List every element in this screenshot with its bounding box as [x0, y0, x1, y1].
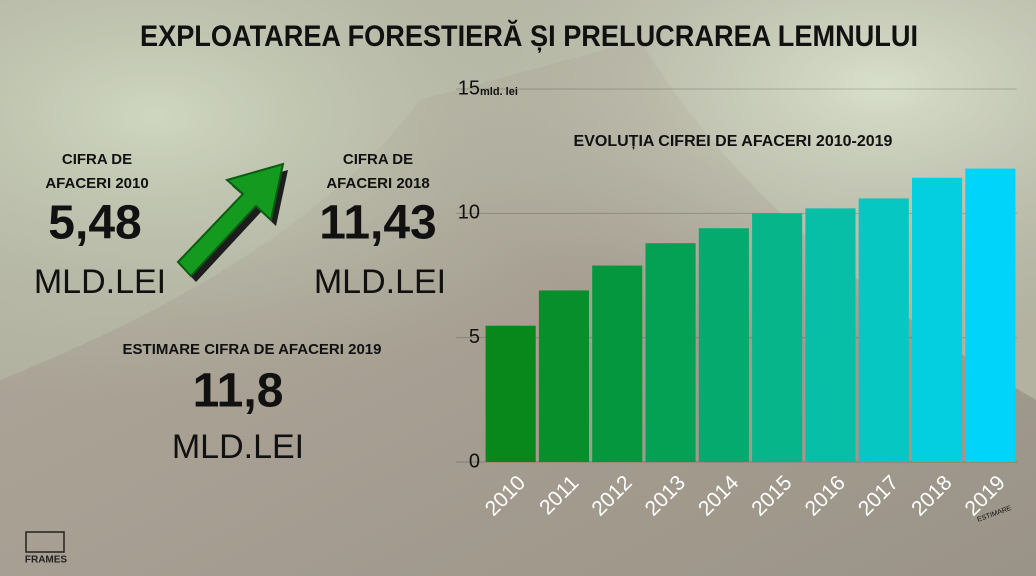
logo: FRAMES	[25, 555, 68, 566]
stat-label: CIFRA DE	[343, 151, 413, 168]
stat-unit: MLD.LEI	[314, 263, 446, 301]
arrow	[176, 162, 285, 278]
bar	[965, 168, 1016, 462]
stat-label: AFACERI 2010	[45, 175, 148, 192]
stat-label: CIFRA DE	[62, 151, 132, 168]
y-tick-label: 10	[458, 202, 480, 224]
stat-value: 5,48	[48, 197, 141, 250]
bar	[698, 228, 749, 462]
page-title: EXPLOATAREA FORESTIERĂ ȘI PRELUCRAREA LE…	[140, 19, 918, 53]
stat-unit: MLD.LEI	[172, 428, 304, 466]
bar	[592, 265, 643, 462]
stat-label: ESTIMARE CIFRA DE AFACERI 2019	[123, 341, 382, 358]
bar	[752, 213, 803, 462]
stat-unit: MLD.LEI	[34, 263, 166, 301]
bar	[538, 290, 590, 462]
stat-label: AFACERI 2018	[326, 175, 429, 192]
stat-value: 11,8	[193, 365, 284, 418]
bar	[858, 198, 909, 462]
y-tick-label: 5	[469, 326, 480, 348]
y-tick-label: 0	[469, 450, 480, 472]
stat-value: 11,43	[319, 197, 436, 250]
chart-title: EVOLUȚIA CIFREI DE AFACERI 2010-2019	[574, 133, 893, 150]
bar	[645, 243, 696, 462]
y-tick-label: 15	[458, 77, 480, 99]
y-axis-label: mld. lei	[480, 86, 518, 98]
bar	[805, 208, 856, 462]
bar	[485, 325, 536, 462]
bar	[911, 177, 963, 463]
logo-icon	[25, 531, 65, 553]
